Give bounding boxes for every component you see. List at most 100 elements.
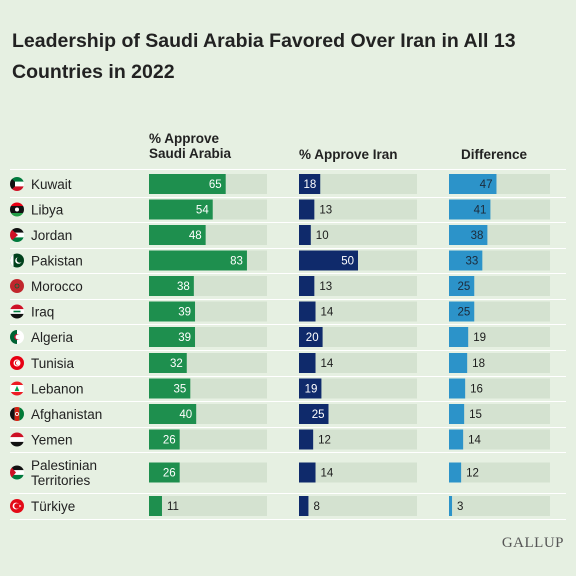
difference-bar-track xyxy=(449,327,550,347)
flag-emblem xyxy=(15,284,19,288)
flag-band xyxy=(19,407,24,421)
country-label: Morocco xyxy=(31,279,83,294)
difference-bar xyxy=(449,429,464,450)
flag-band xyxy=(10,304,24,310)
country-label: Yemen xyxy=(31,433,73,448)
flag-band xyxy=(10,313,24,319)
saudi-bar xyxy=(149,225,206,245)
table-row: Lebanon 35 19 16 xyxy=(10,378,566,402)
jordan-flag-icon xyxy=(10,228,24,242)
country-label: Pakistan xyxy=(31,254,83,269)
iran-value-label: 50 xyxy=(341,256,354,268)
table-row: Libya 54 13 41 xyxy=(10,199,566,223)
flag-fill xyxy=(10,279,24,293)
kuwait-flag-icon xyxy=(10,177,24,191)
saudi-bar xyxy=(149,404,197,424)
saudi-bar xyxy=(149,327,196,347)
iran-bar-track xyxy=(299,276,417,296)
saudi-value-label: 32 xyxy=(170,358,183,370)
iran-bar xyxy=(299,404,329,424)
difference-bar-track xyxy=(449,496,550,516)
saudi-bar xyxy=(149,378,191,399)
country-label: Libya xyxy=(31,203,64,218)
country-label: Algeria xyxy=(31,330,74,345)
saudi-value-label: 54 xyxy=(196,205,209,217)
iran-value-label: 20 xyxy=(306,332,319,344)
flag-fill xyxy=(10,499,24,513)
iran-bar xyxy=(299,174,321,194)
iran-value-label: 13 xyxy=(319,205,332,217)
page-title: Leadership of Saudi Arabia Favored Over … xyxy=(12,30,516,83)
flag-band xyxy=(10,330,17,344)
flag-band xyxy=(10,237,24,242)
saudi-bar xyxy=(149,496,162,516)
gallup-logo: GALLUP xyxy=(501,535,564,551)
tunisia-flag-icon xyxy=(10,356,24,370)
iran-bar xyxy=(299,462,316,483)
difference-value-label: 19 xyxy=(473,332,486,344)
flag-emblem xyxy=(15,207,19,212)
saudi-value-label: 40 xyxy=(179,409,192,421)
saudi-bar xyxy=(149,250,247,271)
iran-value-label: 14 xyxy=(321,358,334,370)
flag-emblem xyxy=(16,256,23,263)
flag-fill xyxy=(10,253,24,268)
flag-triangle xyxy=(14,385,20,392)
country-label: Lebanon xyxy=(31,382,84,397)
flag-emblem xyxy=(15,334,21,340)
flag-triangle xyxy=(10,465,16,480)
flag-band xyxy=(10,381,24,385)
difference-value-label: 33 xyxy=(466,256,479,268)
pakistan-flag-icon xyxy=(10,253,24,268)
saudi-bar xyxy=(149,174,226,194)
saudi-value-label: 26 xyxy=(163,468,176,480)
difference-value-label: 38 xyxy=(471,230,484,242)
flag-triangle xyxy=(10,177,15,191)
iran-bar xyxy=(299,353,316,373)
table-row: Morocco 38 13 25 xyxy=(10,276,566,300)
flag-fill xyxy=(10,202,24,217)
flag-band xyxy=(10,213,24,217)
saudi-bar-track xyxy=(149,496,267,516)
iran-column-header: % Approve Iran xyxy=(299,147,398,162)
morocco-flag-icon xyxy=(10,279,24,293)
iran-bar xyxy=(299,327,323,347)
flag-band xyxy=(10,228,24,233)
saudi-value-label: 83 xyxy=(230,256,243,268)
country-label: Territories xyxy=(31,473,91,488)
flag-band xyxy=(10,465,24,471)
saudi-value-label: 11 xyxy=(167,501,179,513)
flag-fill xyxy=(10,228,24,242)
difference-bar-track xyxy=(449,462,550,483)
table-row: Pakistan 83 50 33 xyxy=(10,250,566,274)
iran-bar xyxy=(299,250,358,271)
afghanistan-flag-icon xyxy=(10,407,24,421)
palestine-flag-icon xyxy=(10,465,24,480)
country-label: Palestinian xyxy=(31,458,97,473)
flag-fill xyxy=(10,381,24,396)
difference-bar xyxy=(449,327,469,347)
flag-fill xyxy=(10,407,24,421)
difference-bar-track xyxy=(449,429,550,450)
flag-triangle xyxy=(19,504,22,508)
iran-value-label: 25 xyxy=(312,409,325,421)
table-row: Türkiye 11 8 3 xyxy=(10,496,566,520)
lebanon-flag-icon xyxy=(10,381,24,396)
difference-bar xyxy=(449,199,491,220)
difference-bar-track xyxy=(449,404,550,424)
flag-triangle xyxy=(10,228,18,242)
country-label: Kuwait xyxy=(31,177,72,192)
flag-band xyxy=(10,470,24,475)
iran-bar-track xyxy=(299,174,417,194)
difference-bar-track xyxy=(449,378,550,399)
country-label: Jordan xyxy=(31,228,72,243)
difference-bar xyxy=(449,301,475,322)
flag-fill xyxy=(10,465,24,480)
flag-emblem xyxy=(14,503,20,509)
iran-bar xyxy=(299,429,314,450)
difference-value-label: 14 xyxy=(468,435,481,447)
difference-bar xyxy=(449,250,483,271)
table-row: Jordan 48 10 38 xyxy=(10,225,566,249)
difference-bar xyxy=(449,378,466,399)
